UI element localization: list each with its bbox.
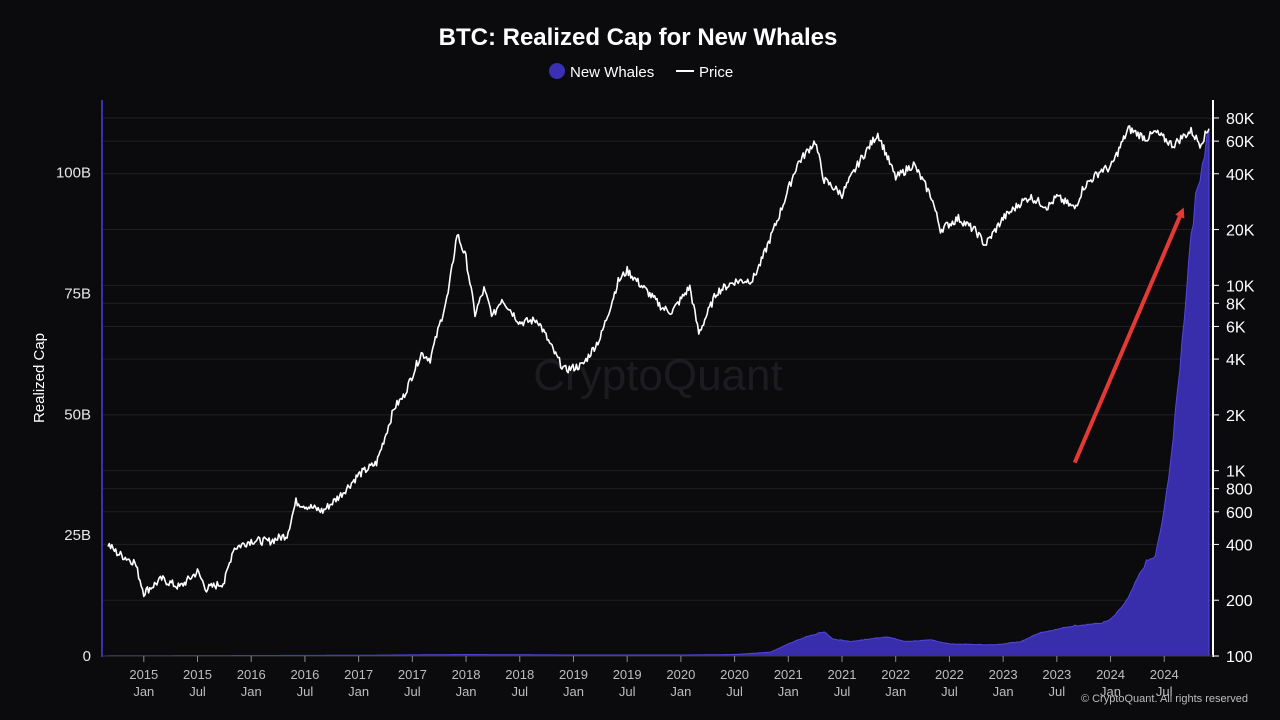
x-tick-year-18: 2024 bbox=[1096, 667, 1125, 682]
legend-label-new-whales: New Whales bbox=[570, 64, 654, 81]
price-line bbox=[107, 125, 1210, 598]
area-layer bbox=[107, 128, 1210, 657]
x-tick-month-19: Jul bbox=[1156, 684, 1173, 699]
x-tick-month-7: Jul bbox=[511, 684, 528, 699]
watermark: CryptoQuant bbox=[533, 351, 782, 400]
y-left-tick-4: 100B bbox=[56, 165, 91, 182]
x-tick-year-1: 2015 bbox=[183, 667, 212, 682]
ytick-left-layer: 0 25B 50B 75B 100B bbox=[56, 165, 91, 665]
y-right-tick-10: 10K bbox=[1226, 278, 1255, 295]
xtick-layer: 2015 Jan 2015 Jul 2016 Jan 2016 Jul 2017 Jan 2017 J… bbox=[129, 656, 1179, 699]
y-right-tick-11: 20K bbox=[1226, 223, 1255, 240]
legend-item-new-whales[interactable]: New Whales bbox=[549, 63, 654, 81]
x-tick-year-13: 2021 bbox=[828, 667, 857, 682]
y-right-tick-7: 4K bbox=[1226, 352, 1246, 369]
x-tick-month-5: Jul bbox=[404, 684, 421, 699]
x-tick-year-16: 2023 bbox=[989, 667, 1018, 682]
x-tick-year-14: 2022 bbox=[881, 667, 910, 682]
x-tick-month-8: Jan bbox=[563, 684, 584, 699]
x-tick-year-11: 2020 bbox=[720, 667, 749, 682]
x-tick-month-17: Jul bbox=[1049, 684, 1066, 699]
y-right-tick-4: 800 bbox=[1226, 482, 1253, 499]
axis-layer bbox=[101, 100, 1214, 657]
x-tick-month-12: Jan bbox=[778, 684, 799, 699]
x-tick-year-15: 2022 bbox=[935, 667, 964, 682]
y-left-tick-0: 0 bbox=[83, 648, 91, 665]
y-right-tick-13: 60K bbox=[1226, 134, 1255, 151]
grid-layer bbox=[102, 117, 1213, 657]
x-tick-year-8: 2019 bbox=[559, 667, 588, 682]
x-tick-year-3: 2016 bbox=[290, 667, 319, 682]
x-tick-month-6: Jan bbox=[456, 684, 477, 699]
y-right-tick-14: 80K bbox=[1226, 111, 1255, 128]
x-tick-month-16: Jan bbox=[993, 684, 1014, 699]
copyright-text: © CryptoQuant. All rights reserved bbox=[1081, 693, 1248, 705]
chart-title: BTC: Realized Cap for New Whales bbox=[439, 24, 838, 51]
annotation-layer bbox=[1072, 207, 1185, 464]
legend-marker-new-whales bbox=[549, 63, 565, 79]
x-tick-year-7: 2018 bbox=[505, 667, 534, 682]
y-right-tick-6: 2K bbox=[1226, 408, 1246, 425]
x-tick-month-9: Jul bbox=[619, 684, 636, 699]
y-left-tick-1: 25B bbox=[64, 527, 91, 544]
x-tick-month-14: Jan bbox=[885, 684, 906, 699]
y-left-tick-3: 75B bbox=[64, 285, 91, 302]
y-left-tick-2: 50B bbox=[64, 406, 91, 423]
x-tick-month-10: Jan bbox=[670, 684, 691, 699]
y-right-tick-0: 100 bbox=[1226, 649, 1253, 666]
y-right-tick-5: 1K bbox=[1226, 464, 1246, 481]
price-layer bbox=[107, 125, 1210, 598]
x-tick-month-1: Jul bbox=[189, 684, 206, 699]
x-tick-month-2: Jan bbox=[241, 684, 262, 699]
x-tick-year-2: 2016 bbox=[237, 667, 266, 682]
new-whales-area bbox=[107, 128, 1210, 657]
x-tick-month-3: Jul bbox=[297, 684, 314, 699]
annotation-arrow-0 bbox=[1072, 207, 1185, 464]
y-axis-label: Realized Cap bbox=[31, 333, 48, 423]
y-right-tick-3: 600 bbox=[1226, 505, 1253, 522]
x-tick-year-10: 2020 bbox=[666, 667, 695, 682]
y-right-tick-1: 200 bbox=[1226, 593, 1253, 610]
y-right-tick-9: 8K bbox=[1226, 296, 1246, 313]
x-tick-year-17: 2023 bbox=[1042, 667, 1071, 682]
x-tick-year-4: 2017 bbox=[344, 667, 373, 682]
legend: New Whales Price bbox=[549, 63, 733, 81]
x-tick-month-15: Jul bbox=[941, 684, 958, 699]
x-tick-year-6: 2018 bbox=[452, 667, 481, 682]
y-right-tick-2: 400 bbox=[1226, 537, 1253, 554]
x-tick-month-0: Jan bbox=[133, 684, 154, 699]
y-right-tick-12: 40K bbox=[1226, 167, 1255, 184]
legend-item-price[interactable]: Price bbox=[676, 64, 733, 81]
x-tick-month-11: Jul bbox=[726, 684, 743, 699]
x-tick-year-9: 2019 bbox=[613, 667, 642, 682]
y-right-tick-8: 6K bbox=[1226, 319, 1246, 336]
x-tick-year-12: 2021 bbox=[774, 667, 803, 682]
x-tick-month-13: Jul bbox=[834, 684, 851, 699]
x-tick-month-18: Jan bbox=[1100, 684, 1121, 699]
x-tick-year-0: 2015 bbox=[129, 667, 158, 682]
x-tick-year-19: 2024 bbox=[1150, 667, 1179, 682]
x-tick-year-5: 2017 bbox=[398, 667, 427, 682]
x-tick-month-4: Jan bbox=[348, 684, 369, 699]
legend-label-price: Price bbox=[699, 64, 733, 81]
